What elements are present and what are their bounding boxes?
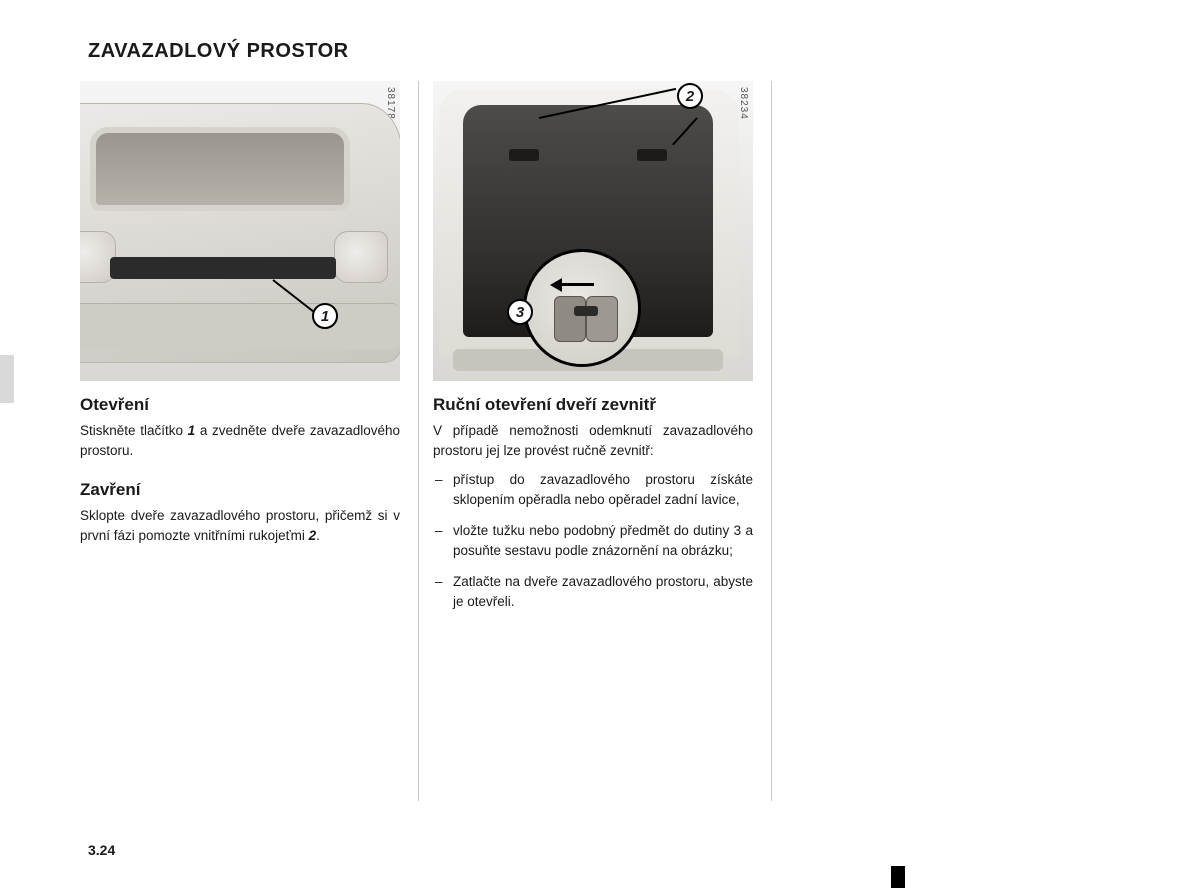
page-number: 3.24 <box>88 842 115 858</box>
figure-2: 38234 2 3 <box>433 81 753 381</box>
column-right <box>786 81 1120 801</box>
latch-slot <box>574 306 598 316</box>
inner-handle-right <box>637 149 667 161</box>
list-item: přístup do zavazadlového prostoru získát… <box>433 470 753 509</box>
text-manual-intro: V případě nemožnosti odemknutí zavazadlo… <box>433 421 753 460</box>
heading-closing: Zavření <box>80 480 400 500</box>
detail-circle <box>523 249 641 367</box>
ref-3: 3 <box>734 523 742 538</box>
manual-page: ZAVAZADLOVÝ PROSTOR 38178 1 Otevření Sti… <box>0 0 1200 888</box>
callout-2: 2 <box>677 83 703 109</box>
column-divider <box>418 81 419 801</box>
text-closing: Sklopte dveře zavazadlového prostoru, př… <box>80 506 400 545</box>
li3-text: Zatlačte na dveře zavazadlového prostoru… <box>453 574 753 609</box>
crop-mark <box>891 866 905 888</box>
vehicle-taillight-right <box>334 231 388 283</box>
list-item: Zatlačte na dveře zavazadlového prostoru… <box>433 572 753 611</box>
li1-text: přístup do zavazadlového prostoru získát… <box>453 472 753 507</box>
latch-part-1 <box>554 296 586 342</box>
text-closing-b: . <box>316 528 320 543</box>
page-title: ZAVAZADLOVÝ PROSTOR <box>88 40 1120 63</box>
vehicle-rear-window <box>90 127 350 211</box>
figure-1: 38178 1 <box>80 81 400 381</box>
heading-opening: Otevření <box>80 395 400 415</box>
vehicle-trim-strip <box>110 257 336 279</box>
latch-part-2 <box>586 296 618 342</box>
list-item: vložte tužku nebo podobný předmět do dut… <box>433 521 753 560</box>
li2-text-a: vložte tužku nebo podobný předmět do dut… <box>453 523 734 538</box>
arrow-icon <box>550 278 598 292</box>
figure-2-ref: 38234 <box>738 87 749 120</box>
column-middle: 38234 2 3 Ruční otevření dveří zevnitř <box>433 81 771 801</box>
column-divider-2 <box>771 81 772 801</box>
heading-manual-open: Ruční otevření dveří zevnitř <box>433 395 753 415</box>
manual-steps-list: přístup do zavazadlového prostoru získát… <box>433 470 753 611</box>
content-columns: 38178 1 Otevření Stiskněte tlačítko 1 a … <box>80 81 1120 801</box>
inner-handle-left <box>509 149 539 161</box>
callout-3: 3 <box>507 299 533 325</box>
callout-1: 1 <box>312 303 338 329</box>
text-opening: Stiskněte tlačítko 1 a zvedněte dveře za… <box>80 421 400 460</box>
vehicle-bumper <box>80 303 400 349</box>
text-closing-a: Sklopte dveře zavazadlového prostoru, př… <box>80 508 400 543</box>
text-opening-a: Stiskněte tlačítko <box>80 423 188 438</box>
column-left: 38178 1 Otevření Stiskněte tlačítko 1 a … <box>80 81 418 801</box>
